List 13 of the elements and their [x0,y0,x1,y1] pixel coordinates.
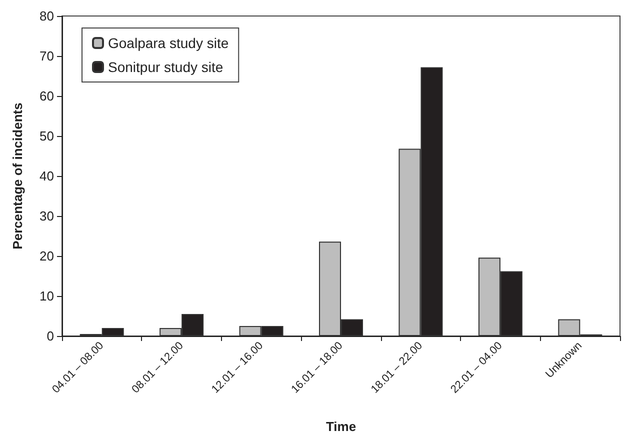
y-tick-label: 10 [40,288,54,304]
y-tick-label: 50 [40,128,54,144]
y-tick-label: 80 [40,8,54,24]
legend-label: Goalpara study site [108,35,229,51]
y-tick-label: 30 [40,208,54,224]
y-tick-label: 40 [40,168,54,184]
y-tick-label: 70 [40,48,54,64]
y-tick-label: 60 [40,88,54,104]
x-axis-title: Time [326,419,356,434]
y-axis-title: Percentage of incidents [10,102,25,250]
legend-label: Sonitpur study site [108,59,224,75]
y-tick-label: 0 [46,328,54,344]
y-tick-label: 20 [40,248,54,264]
